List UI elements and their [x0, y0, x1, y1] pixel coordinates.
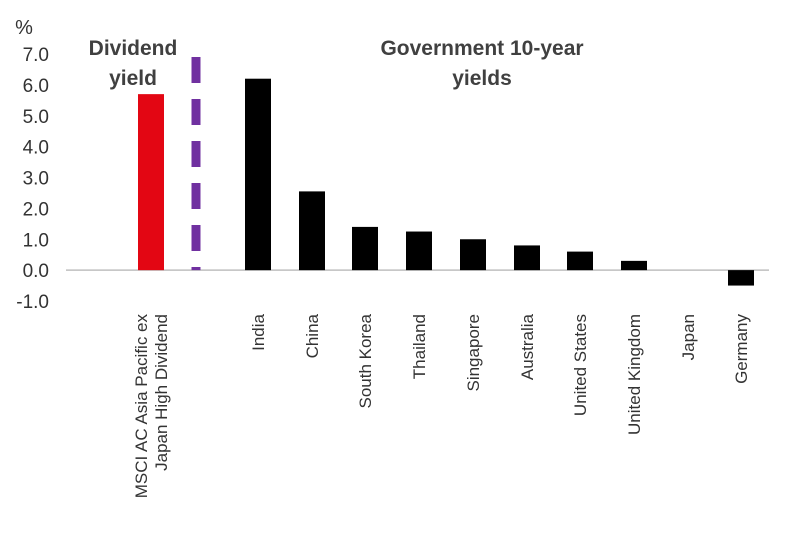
bar	[352, 226, 378, 271]
bar	[245, 78, 271, 271]
category-label: United Kingdom	[625, 314, 644, 435]
category-label: China	[303, 313, 322, 358]
y-tick-label: 4.0	[23, 138, 49, 159]
bars	[138, 78, 754, 286]
category-label-line: Singapore	[464, 314, 483, 392]
bar	[567, 251, 593, 271]
category-label-line: Japan High Dividend	[152, 314, 171, 471]
category-label-line: United States	[571, 314, 590, 416]
category-label: Singapore	[464, 314, 483, 392]
category-label: United States	[571, 314, 590, 416]
category-label-line: India	[249, 313, 268, 350]
annotations: Dividend yield Government 10-year yields	[89, 37, 584, 90]
category-label: Germany	[732, 314, 751, 384]
bar	[138, 94, 164, 271]
y-tick-label: 7.0	[23, 45, 49, 66]
bar	[728, 270, 754, 286]
y-tick-label: 1.0	[23, 230, 49, 251]
bar	[621, 260, 647, 271]
y-tick-label: -1.0	[16, 292, 49, 313]
category-label: Australia	[518, 313, 537, 380]
category-label: Thailand	[410, 314, 429, 379]
category-labels: MSCI AC Asia Pacific exJapan High Divide…	[132, 313, 751, 498]
category-label: Japan	[679, 314, 698, 360]
y-tick-label: 0.0	[23, 261, 49, 282]
category-label-line: Japan	[679, 314, 698, 360]
category-label-line: China	[303, 313, 322, 358]
category-label-line: South Korea	[356, 313, 375, 408]
govt-annotation: Government 10-year yields	[380, 37, 583, 90]
category-label: India	[249, 313, 268, 350]
annotation-line: Government 10-year	[380, 37, 583, 60]
y-tick-label: 2.0	[23, 199, 49, 220]
annotation-line: yields	[452, 67, 512, 90]
bar	[460, 239, 486, 271]
dividend-annotation: Dividend yield	[89, 37, 178, 90]
category-label-line: United Kingdom	[625, 314, 644, 435]
y-unit-label: %	[15, 17, 33, 39]
category-label-line: MSCI AC Asia Pacific ex	[132, 314, 151, 499]
y-axis: -1.0 0.0 1.0 2.0 3.0 4.0 5.0 6.0 7.0	[16, 45, 49, 313]
category-label: South Korea	[356, 313, 375, 408]
y-tick-label: 6.0	[23, 76, 49, 97]
y-tick-label: 3.0	[23, 169, 49, 190]
category-label: MSCI AC Asia Pacific exJapan High Divide…	[132, 314, 171, 499]
annotation-line: Dividend	[89, 37, 178, 60]
y-tick-label: 5.0	[23, 107, 49, 128]
category-label-line: Germany	[732, 314, 751, 384]
category-label-line: Thailand	[410, 314, 429, 379]
annotation-line: yield	[109, 67, 157, 90]
category-label-line: Australia	[518, 313, 537, 380]
bar	[514, 245, 540, 271]
bar	[299, 191, 325, 271]
bar	[406, 231, 432, 271]
